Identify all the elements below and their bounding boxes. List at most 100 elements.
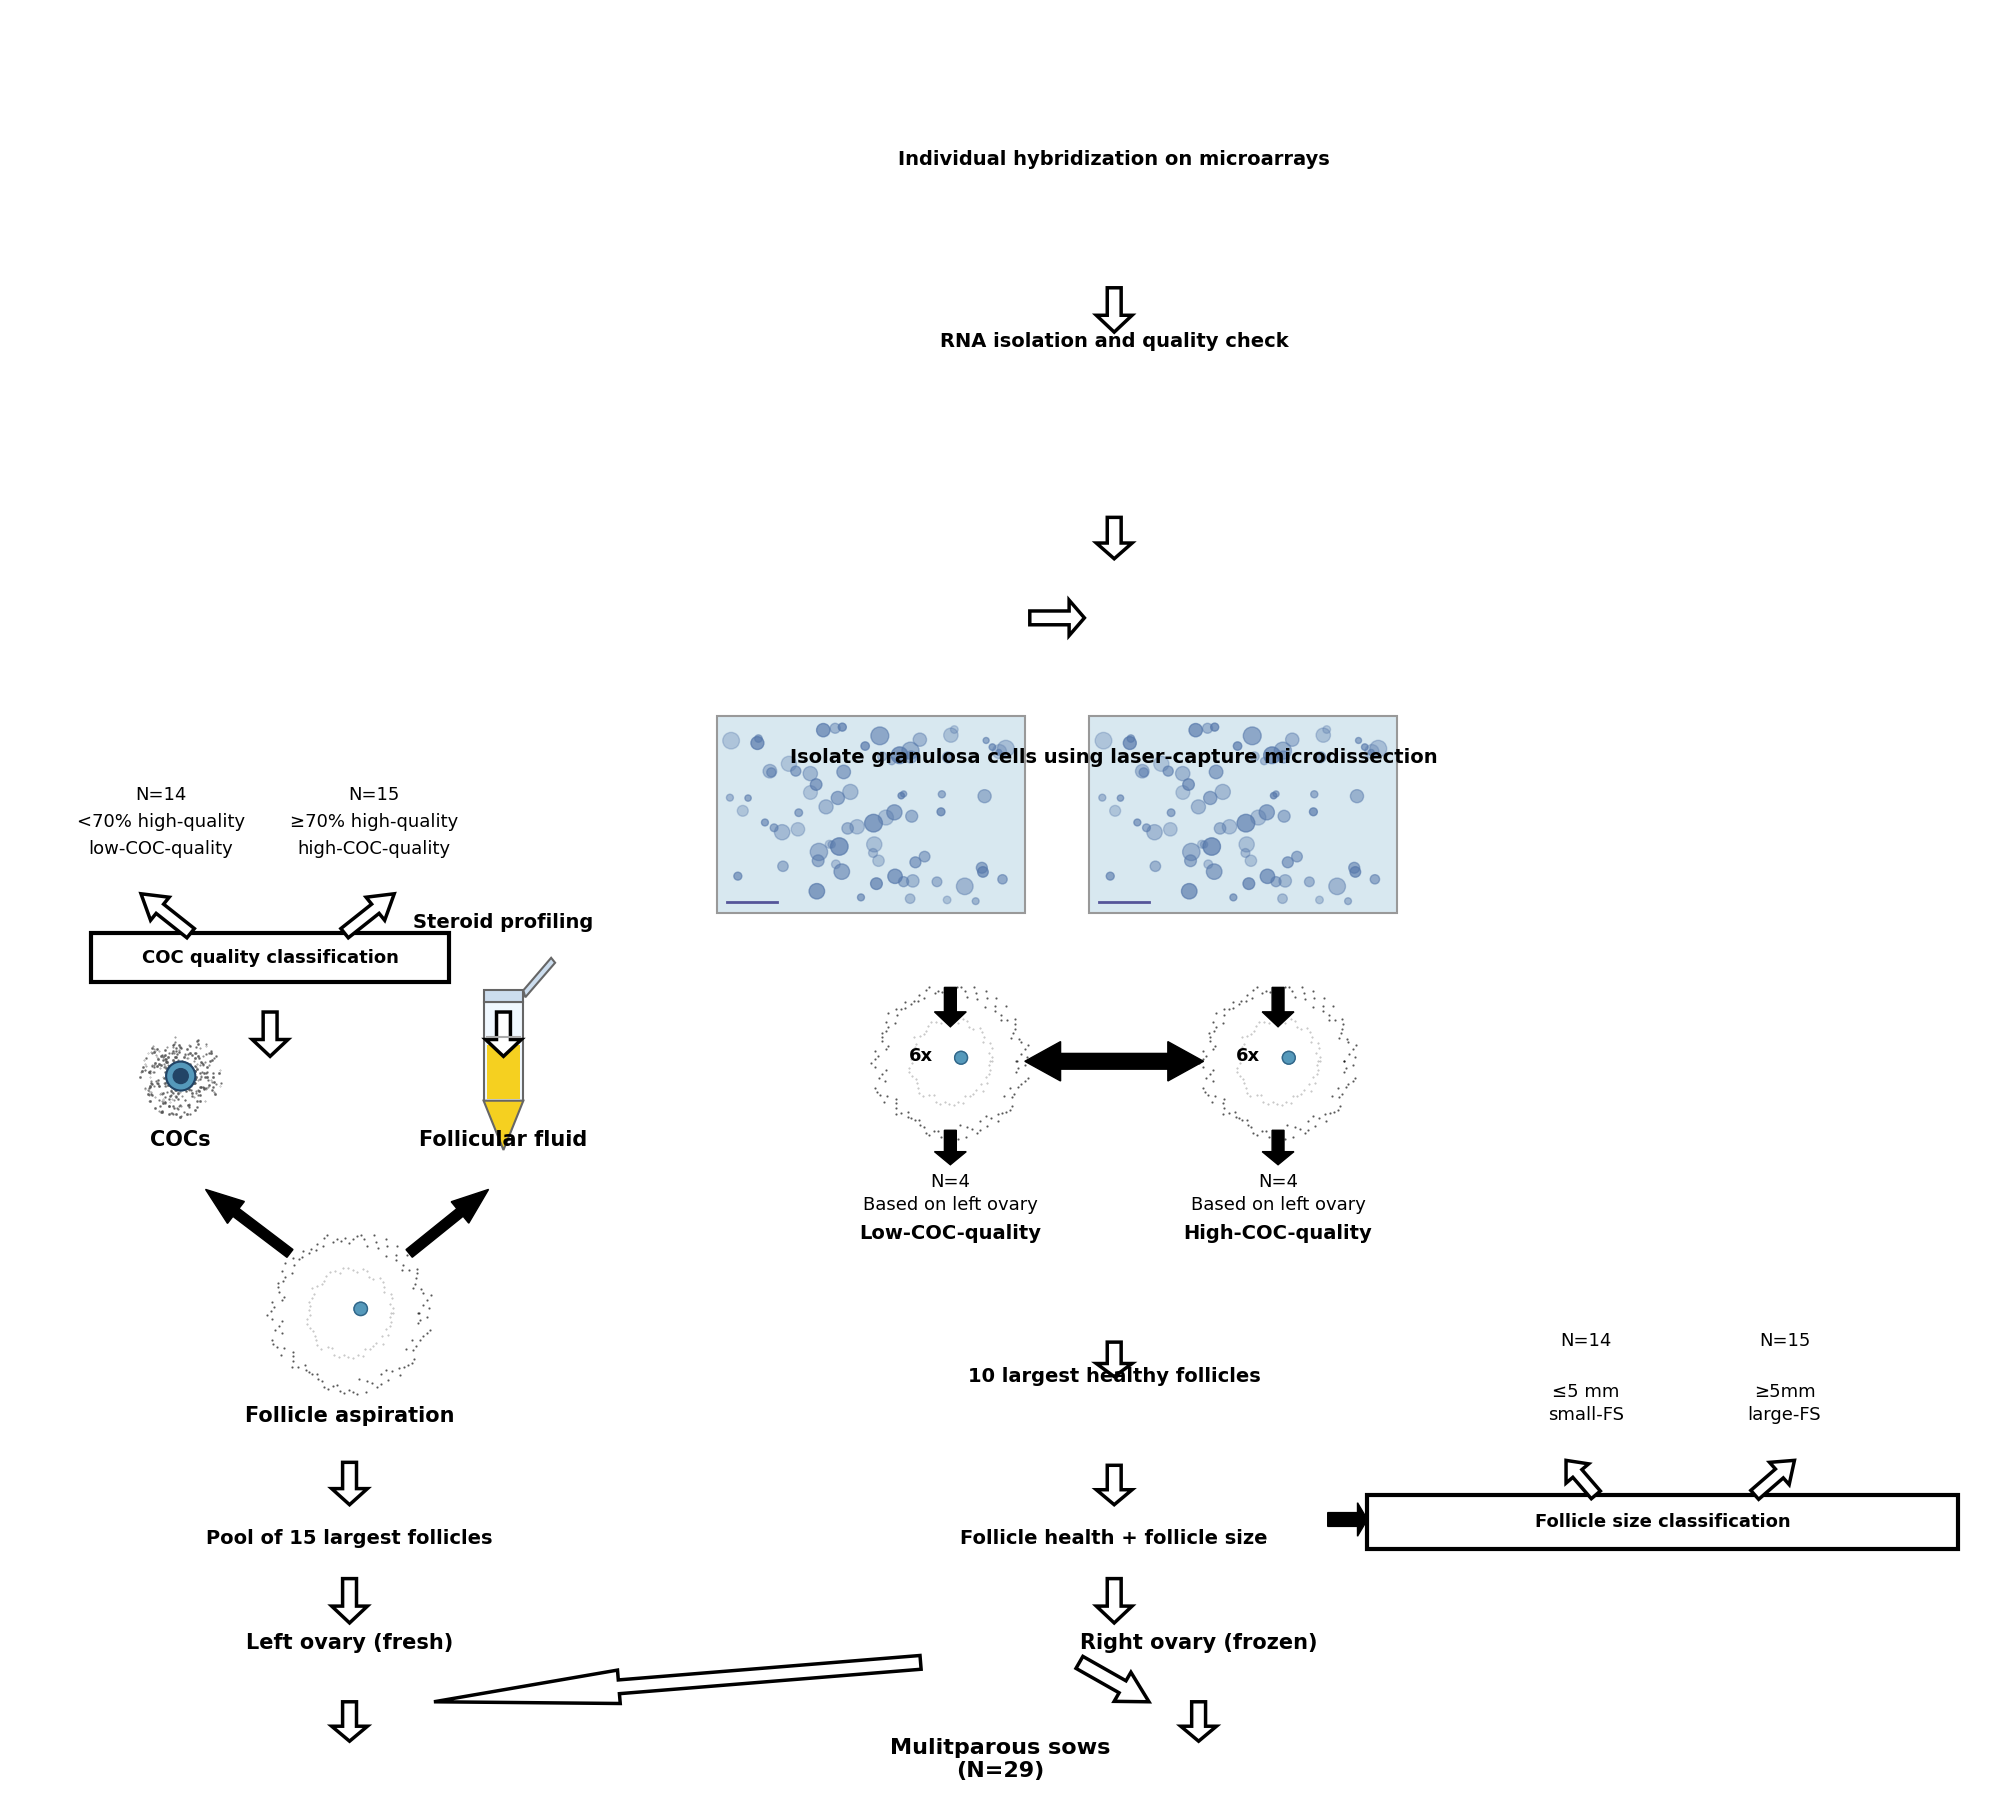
- Circle shape: [996, 749, 1003, 755]
- Circle shape: [858, 893, 864, 900]
- Polygon shape: [1263, 987, 1295, 1026]
- Circle shape: [1371, 875, 1379, 884]
- Circle shape: [1151, 861, 1161, 872]
- Circle shape: [1223, 819, 1237, 834]
- Circle shape: [734, 872, 742, 881]
- Polygon shape: [486, 1012, 522, 1057]
- Text: ≥70% high-quality: ≥70% high-quality: [290, 812, 458, 830]
- Circle shape: [1111, 805, 1121, 816]
- Circle shape: [978, 866, 988, 877]
- Text: Follicle aspiration: Follicle aspiration: [244, 1407, 454, 1427]
- Circle shape: [750, 737, 764, 749]
- Circle shape: [354, 1303, 368, 1315]
- Text: Right ovary (frozen): Right ovary (frozen): [1081, 1633, 1317, 1653]
- Polygon shape: [484, 990, 524, 1003]
- Polygon shape: [1025, 1042, 1203, 1082]
- Polygon shape: [1567, 1461, 1601, 1499]
- Circle shape: [1317, 897, 1323, 904]
- Polygon shape: [524, 958, 554, 997]
- Circle shape: [1365, 744, 1379, 758]
- Circle shape: [1271, 792, 1277, 800]
- Circle shape: [1351, 866, 1361, 877]
- Circle shape: [790, 823, 804, 836]
- Text: 6x: 6x: [908, 1048, 932, 1066]
- Circle shape: [774, 825, 790, 839]
- Circle shape: [736, 805, 748, 816]
- Circle shape: [1231, 893, 1237, 900]
- Circle shape: [1309, 809, 1317, 816]
- Circle shape: [1279, 810, 1291, 823]
- Text: large-FS: large-FS: [1747, 1407, 1821, 1425]
- Circle shape: [850, 819, 864, 834]
- Text: Individual hybridization on microarrays: Individual hybridization on microarrays: [898, 149, 1331, 169]
- Circle shape: [830, 791, 844, 805]
- Circle shape: [832, 861, 840, 868]
- Circle shape: [824, 841, 832, 848]
- Circle shape: [770, 825, 778, 832]
- Polygon shape: [1751, 1461, 1795, 1499]
- Circle shape: [1139, 767, 1149, 776]
- Circle shape: [1369, 749, 1375, 755]
- Circle shape: [1259, 805, 1275, 819]
- Text: Follicle health + follicle size: Follicle health + follicle size: [960, 1529, 1269, 1549]
- Circle shape: [1277, 751, 1289, 764]
- Circle shape: [938, 791, 944, 798]
- Circle shape: [872, 855, 884, 866]
- Circle shape: [1177, 785, 1191, 800]
- Circle shape: [1361, 744, 1369, 751]
- Circle shape: [1183, 843, 1201, 861]
- Text: Based on left ovary: Based on left ovary: [1191, 1197, 1365, 1215]
- Text: N=4: N=4: [1259, 1173, 1299, 1191]
- Circle shape: [1293, 852, 1303, 863]
- Circle shape: [1371, 740, 1387, 757]
- Circle shape: [1355, 737, 1361, 744]
- Circle shape: [1239, 837, 1255, 852]
- Text: High-COC-quality: High-COC-quality: [1185, 1224, 1373, 1244]
- Circle shape: [1275, 742, 1291, 758]
- Polygon shape: [332, 1702, 368, 1741]
- Circle shape: [888, 870, 902, 884]
- Circle shape: [1263, 748, 1281, 764]
- Circle shape: [982, 737, 988, 744]
- Circle shape: [998, 875, 1007, 884]
- Circle shape: [870, 728, 888, 744]
- Text: COC quality classification: COC quality classification: [142, 949, 398, 967]
- Circle shape: [762, 764, 776, 778]
- Text: high-COC-quality: high-COC-quality: [298, 839, 450, 857]
- Circle shape: [1273, 791, 1279, 798]
- Polygon shape: [252, 1012, 288, 1057]
- Circle shape: [898, 877, 908, 886]
- Circle shape: [1163, 766, 1173, 776]
- Circle shape: [1201, 841, 1209, 848]
- Polygon shape: [332, 1463, 368, 1504]
- Polygon shape: [1097, 1465, 1133, 1504]
- Polygon shape: [1329, 1502, 1367, 1536]
- Circle shape: [1241, 848, 1251, 857]
- Polygon shape: [934, 987, 966, 1026]
- Circle shape: [1099, 794, 1107, 801]
- Circle shape: [1329, 879, 1345, 895]
- Circle shape: [1189, 724, 1203, 737]
- Circle shape: [812, 855, 824, 866]
- Circle shape: [1175, 767, 1191, 780]
- Text: Follicle size classification: Follicle size classification: [1535, 1513, 1791, 1531]
- Circle shape: [1251, 751, 1259, 760]
- Circle shape: [1349, 863, 1361, 873]
- Bar: [486, 1044, 520, 1098]
- Bar: [92, 933, 448, 983]
- Polygon shape: [1077, 1657, 1149, 1702]
- Polygon shape: [1263, 1130, 1295, 1164]
- Polygon shape: [1031, 600, 1085, 636]
- Circle shape: [868, 848, 878, 857]
- Circle shape: [1203, 722, 1213, 733]
- Circle shape: [818, 800, 832, 814]
- Circle shape: [1165, 823, 1177, 836]
- Circle shape: [804, 785, 816, 800]
- Circle shape: [918, 852, 930, 863]
- Circle shape: [808, 884, 824, 898]
- Circle shape: [1261, 870, 1275, 884]
- Circle shape: [1245, 855, 1257, 866]
- Bar: [1367, 1495, 1959, 1549]
- Circle shape: [996, 740, 1015, 757]
- Circle shape: [992, 744, 1007, 758]
